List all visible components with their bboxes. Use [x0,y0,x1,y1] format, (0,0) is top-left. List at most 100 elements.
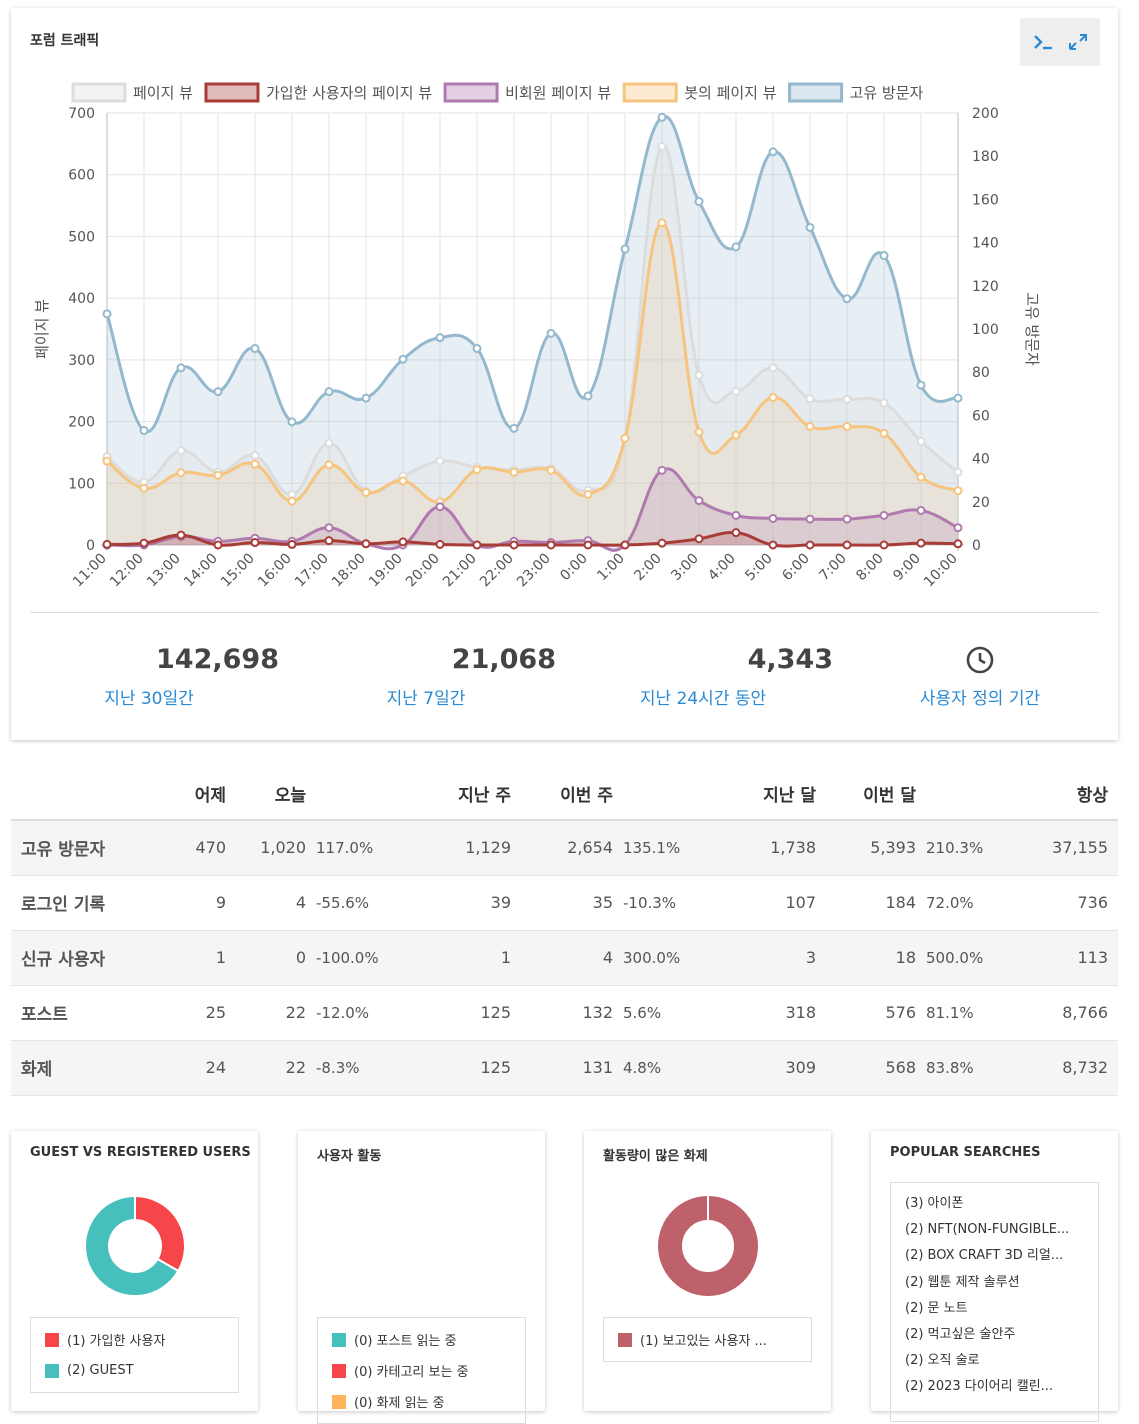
x-tick-label: 2:00 [631,551,665,585]
search-item[interactable]: (3) 아이폰 [905,1196,964,1211]
legend-label: 비회원 페이지 뷰 [505,84,611,102]
header-this-week: 이번 주 [511,768,613,821]
data-point [768,147,778,157]
data-point [361,488,371,498]
change-percent: -10.3% [613,875,713,931]
y-left-tick-label: 600 [68,168,95,184]
search-item[interactable]: (2) NFT(NON-FUNGIBLE... [905,1222,1070,1238]
data-point [139,538,149,548]
table-cell: 736 [1016,875,1118,931]
expand-icon[interactable] [1066,31,1090,53]
legend-label: (0) 포스트 읽는 중 [354,1334,457,1349]
panel-title: GUEST VS REGISTERED USERS [30,1145,251,1160]
data-point [879,398,889,408]
row-label: 고유 방문자 [11,820,146,876]
x-tick-label: 17:00 [292,551,332,591]
data-point [472,465,482,475]
stat-link[interactable]: 지난 30일간 [104,689,194,709]
table-cell: 22 [226,985,306,1041]
data-point [102,539,112,549]
table-cell: 22 [226,1040,306,1096]
legend-item: (1) 가입한 사용자 [45,1324,238,1355]
y-right-tick-label: 140 [972,236,999,252]
row-label[interactable]: 화제 [11,1040,146,1096]
change-percent: 135.1% [613,820,713,876]
data-point [879,510,889,520]
forum-traffic-panel: 포럼 트래픽 페이지 뷰 가입한 사용자의 페이지 뷰 비회원 페이지 뷰 봇의 페이… [11,8,1118,740]
table-cell: 568 [816,1040,916,1096]
search-item[interactable]: (2) 문 노트 [905,1300,968,1316]
data-point [435,502,445,512]
x-tick-label: 13:00 [144,551,184,591]
y-left-tick-label: 200 [68,415,95,431]
data-point [213,470,223,480]
x-tick-label: 3:00 [668,551,702,585]
change-percent: 4.8% [613,1040,713,1096]
terminal-icon[interactable] [1032,31,1056,53]
search-item[interactable]: (2) 먹고싶은 술안주 [905,1326,1016,1342]
table-cell: 4 [226,875,306,931]
stat-custom-range: 사용자 정의 기간 [850,642,1110,709]
table-cell: 1 [411,930,511,986]
table-row: 로그인 기록 9 4 -55.6% 39 35 -10.3% 107 184 72.0% 736 [11,875,1118,931]
data-point [509,423,519,433]
data-point [213,540,223,550]
search-list: (3) 아이폰 (2) NFT(NON-FUNGIBLE... (2) BOX … [890,1182,1099,1422]
table-cell: 25 [146,985,226,1041]
stat-value: 21,068 [451,644,556,675]
row-label[interactable]: 로그인 기록 [11,875,146,931]
legend-swatch [788,82,844,103]
swatch [45,1332,59,1347]
stat-30-days: 142,698 지난 30일간 [19,642,279,709]
data-point [805,222,815,232]
data-point [361,393,371,403]
change-percent: -8.3% [306,1040,411,1096]
table-cell: 24 [146,1040,226,1096]
table-row: 신규 사용자 1 0 -100.0% 1 4 300.0% 3 18 500.0% 113 [11,930,1118,986]
header-last-month: 지난 달 [713,768,816,821]
data-point [398,537,408,547]
x-tick-label: 8:00 [853,551,887,585]
table-cell: 113 [1016,930,1118,986]
change-percent: 117.0% [306,820,411,876]
data-point [324,460,334,470]
table-header-row: 어제 오늘 지난 주 이번 주 지난 달 이번 달 항상 [11,768,1118,821]
series-1 [102,528,963,550]
stat-link[interactable]: 지난 7일간 [386,689,466,709]
active-topics-doughnut-chart [658,1196,758,1296]
data-point [768,363,778,373]
stat-link[interactable]: 사용자 정의 기간 [919,689,1041,709]
y-right-tick-label: 40 [972,452,990,468]
legend-swatch [71,82,127,103]
search-item[interactable]: (2) 2023 다이어리 캘린... [905,1379,1054,1395]
x-tick-label: 18:00 [329,551,369,591]
doughnut-slice [84,1194,180,1297]
x-tick-label: 0:00 [557,551,591,585]
legend-swatch [204,82,260,103]
x-tick-label: 16:00 [255,551,295,591]
data-point [176,446,186,456]
table-row: 고유 방문자 470 1,020 117.0% 1,129 2,654 135.1% 1,73… [11,820,1118,876]
row-label[interactable]: 신규 사용자 [11,930,146,986]
swatch [332,1363,346,1378]
y-left-tick-label: 500 [68,229,95,245]
search-item[interactable]: (2) 웹툰 제작 솔루션 [905,1274,1020,1290]
data-point [731,386,741,396]
search-item[interactable]: (2) BOX CRAFT 3D 리얼... [905,1248,1064,1264]
header-last-week: 지난 주 [411,768,511,821]
table-row: 화제 24 22 -8.3% 125 131 4.8% 309 568 83.8% 8,732 [11,1040,1118,1096]
table-cell: 4 [511,930,613,986]
data-point [657,465,667,475]
table-cell: 37,155 [1016,820,1118,876]
clock-icon[interactable] [850,642,1110,678]
data-point [879,251,889,261]
legend-item: (2) GUEST [45,1355,238,1386]
stat-7-days: 21,068 지난 7일간 [296,642,556,709]
stat-link[interactable]: 지난 24시간 동안 [639,689,767,709]
search-item[interactable]: (2) 오직 술로 [905,1353,980,1369]
data-point [805,540,815,550]
table-cell: 39 [411,875,511,931]
data-point [139,483,149,493]
y-right-axis-title: 고유 방문자 [1023,292,1041,366]
data-point [287,496,297,506]
